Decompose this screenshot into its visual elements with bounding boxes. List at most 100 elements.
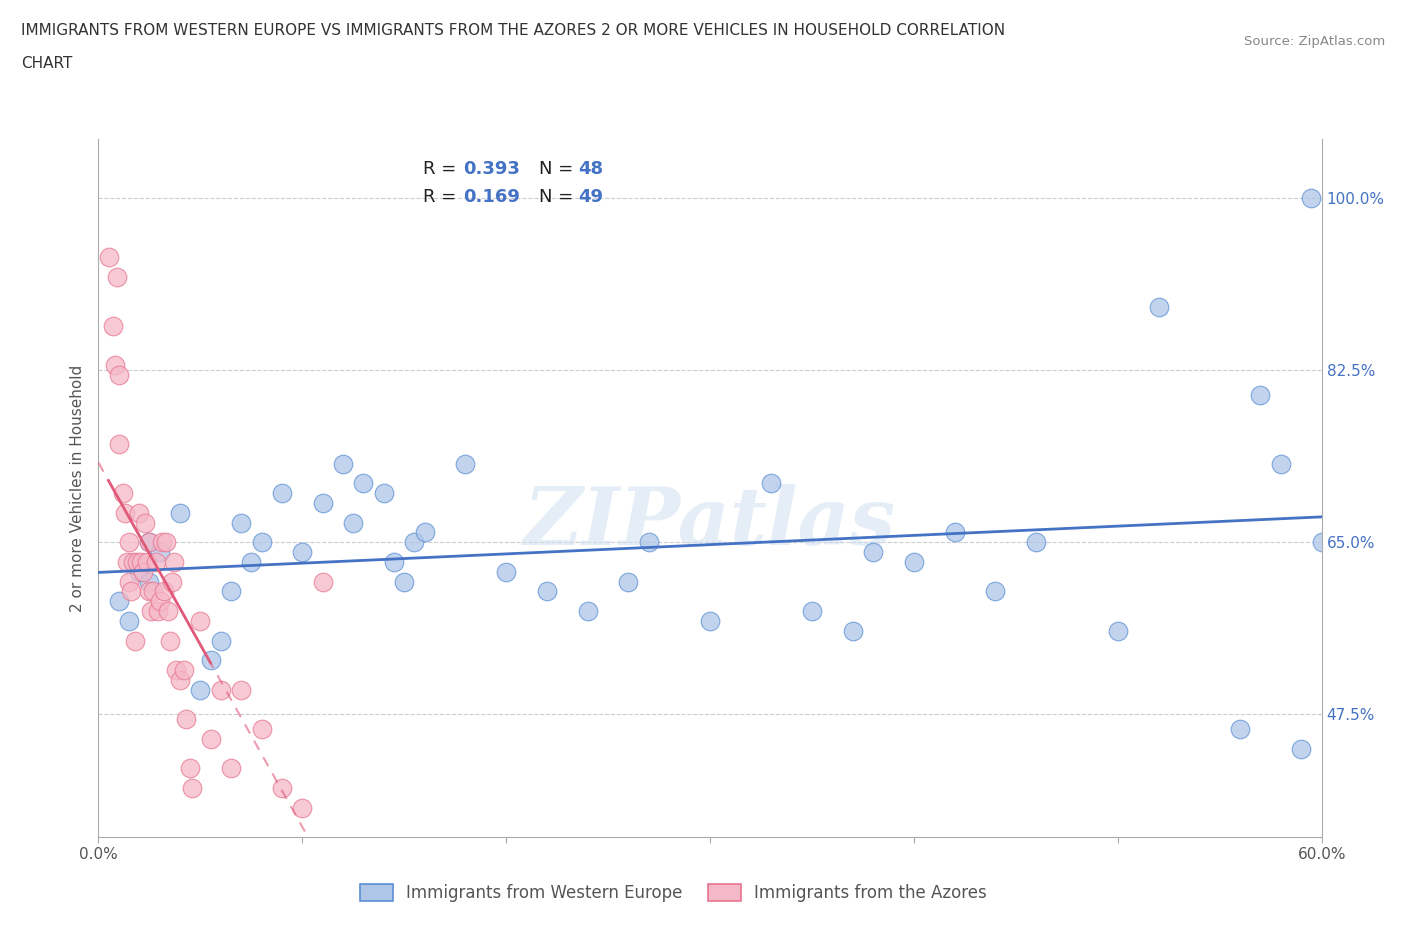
Point <box>188 614 212 629</box>
Point <box>312 574 335 589</box>
Point <box>138 535 160 550</box>
Text: CHART: CHART <box>21 56 73 71</box>
Point <box>138 535 160 550</box>
Point <box>200 653 222 668</box>
Point <box>129 554 152 569</box>
Point <box>1310 535 1333 550</box>
Point <box>1301 191 1323 206</box>
Point <box>200 731 222 746</box>
Point <box>138 574 160 589</box>
Point <box>169 505 191 520</box>
Point <box>382 554 405 569</box>
Point <box>97 250 120 265</box>
Point <box>291 800 314 815</box>
Point <box>761 476 783 491</box>
Point <box>352 476 374 491</box>
Point <box>291 545 314 560</box>
Text: ZIPatlas: ZIPatlas <box>524 485 896 562</box>
Point <box>179 761 201 776</box>
Point <box>111 485 134 500</box>
Point <box>155 535 177 550</box>
Point <box>1229 722 1251 737</box>
Point <box>1025 535 1047 550</box>
Text: 0.169: 0.169 <box>463 189 520 206</box>
Point <box>124 633 146 648</box>
Point <box>1147 299 1170 314</box>
Point <box>231 515 253 530</box>
Point <box>114 505 136 520</box>
Point <box>1270 457 1292 472</box>
Point <box>270 485 294 500</box>
Point <box>1107 623 1129 638</box>
Point <box>101 319 124 334</box>
Point <box>312 496 335 511</box>
Text: R =: R = <box>423 160 461 178</box>
Point <box>943 525 966 540</box>
Point <box>156 604 179 618</box>
Text: N =: N = <box>538 160 579 178</box>
Point <box>392 574 416 589</box>
Point <box>108 368 131 383</box>
Point <box>127 554 149 569</box>
Point <box>250 722 273 737</box>
Point <box>231 683 253 698</box>
Point <box>862 545 884 560</box>
Point <box>132 565 155 579</box>
Point <box>118 535 141 550</box>
Point <box>342 515 364 530</box>
Point <box>138 584 160 599</box>
Point <box>1249 388 1271 403</box>
Point <box>209 683 232 698</box>
Point <box>142 584 165 599</box>
Y-axis label: 2 or more Vehicles in Household: 2 or more Vehicles in Household <box>69 365 84 612</box>
Point <box>495 565 517 579</box>
Text: Source: ZipAtlas.com: Source: ZipAtlas.com <box>1244 35 1385 48</box>
Point <box>120 584 142 599</box>
Point <box>536 584 558 599</box>
Point <box>141 604 163 618</box>
Point <box>413 525 436 540</box>
Text: R =: R = <box>423 189 461 206</box>
Point <box>250 535 273 550</box>
Point <box>160 574 183 589</box>
Point <box>984 584 1007 599</box>
Point <box>108 436 131 451</box>
Point <box>169 672 191 687</box>
Point <box>699 614 721 629</box>
Text: 48: 48 <box>578 160 603 178</box>
Point <box>841 623 863 638</box>
Point <box>118 574 141 589</box>
Point <box>219 584 242 599</box>
Point <box>105 270 128 285</box>
Point <box>104 358 127 373</box>
Point <box>165 662 187 677</box>
Point <box>576 604 599 618</box>
Point <box>404 535 426 550</box>
Point <box>617 574 640 589</box>
Point <box>163 554 186 569</box>
Point <box>332 457 354 472</box>
Point <box>188 683 212 698</box>
Point <box>150 535 173 550</box>
Point <box>181 780 204 795</box>
Point <box>903 554 925 569</box>
Point <box>638 535 661 550</box>
Point <box>149 593 172 608</box>
Point <box>240 554 263 569</box>
Point <box>454 457 477 472</box>
Point <box>149 545 172 560</box>
Text: N =: N = <box>538 189 579 206</box>
Legend: Immigrants from Western Europe, Immigrants from the Azores: Immigrants from Western Europe, Immigran… <box>353 877 994 909</box>
Point <box>136 554 159 569</box>
Point <box>174 711 197 726</box>
Point <box>1291 741 1313 756</box>
Point <box>159 633 181 648</box>
Text: IMMIGRANTS FROM WESTERN EUROPE VS IMMIGRANTS FROM THE AZORES 2 OR MORE VEHICLES : IMMIGRANTS FROM WESTERN EUROPE VS IMMIGR… <box>21 23 1005 38</box>
Point <box>118 614 141 629</box>
Text: 0.393: 0.393 <box>463 160 520 178</box>
Point <box>128 565 150 579</box>
Point <box>128 505 150 520</box>
Point <box>219 761 242 776</box>
Point <box>108 593 131 608</box>
Point <box>145 554 167 569</box>
